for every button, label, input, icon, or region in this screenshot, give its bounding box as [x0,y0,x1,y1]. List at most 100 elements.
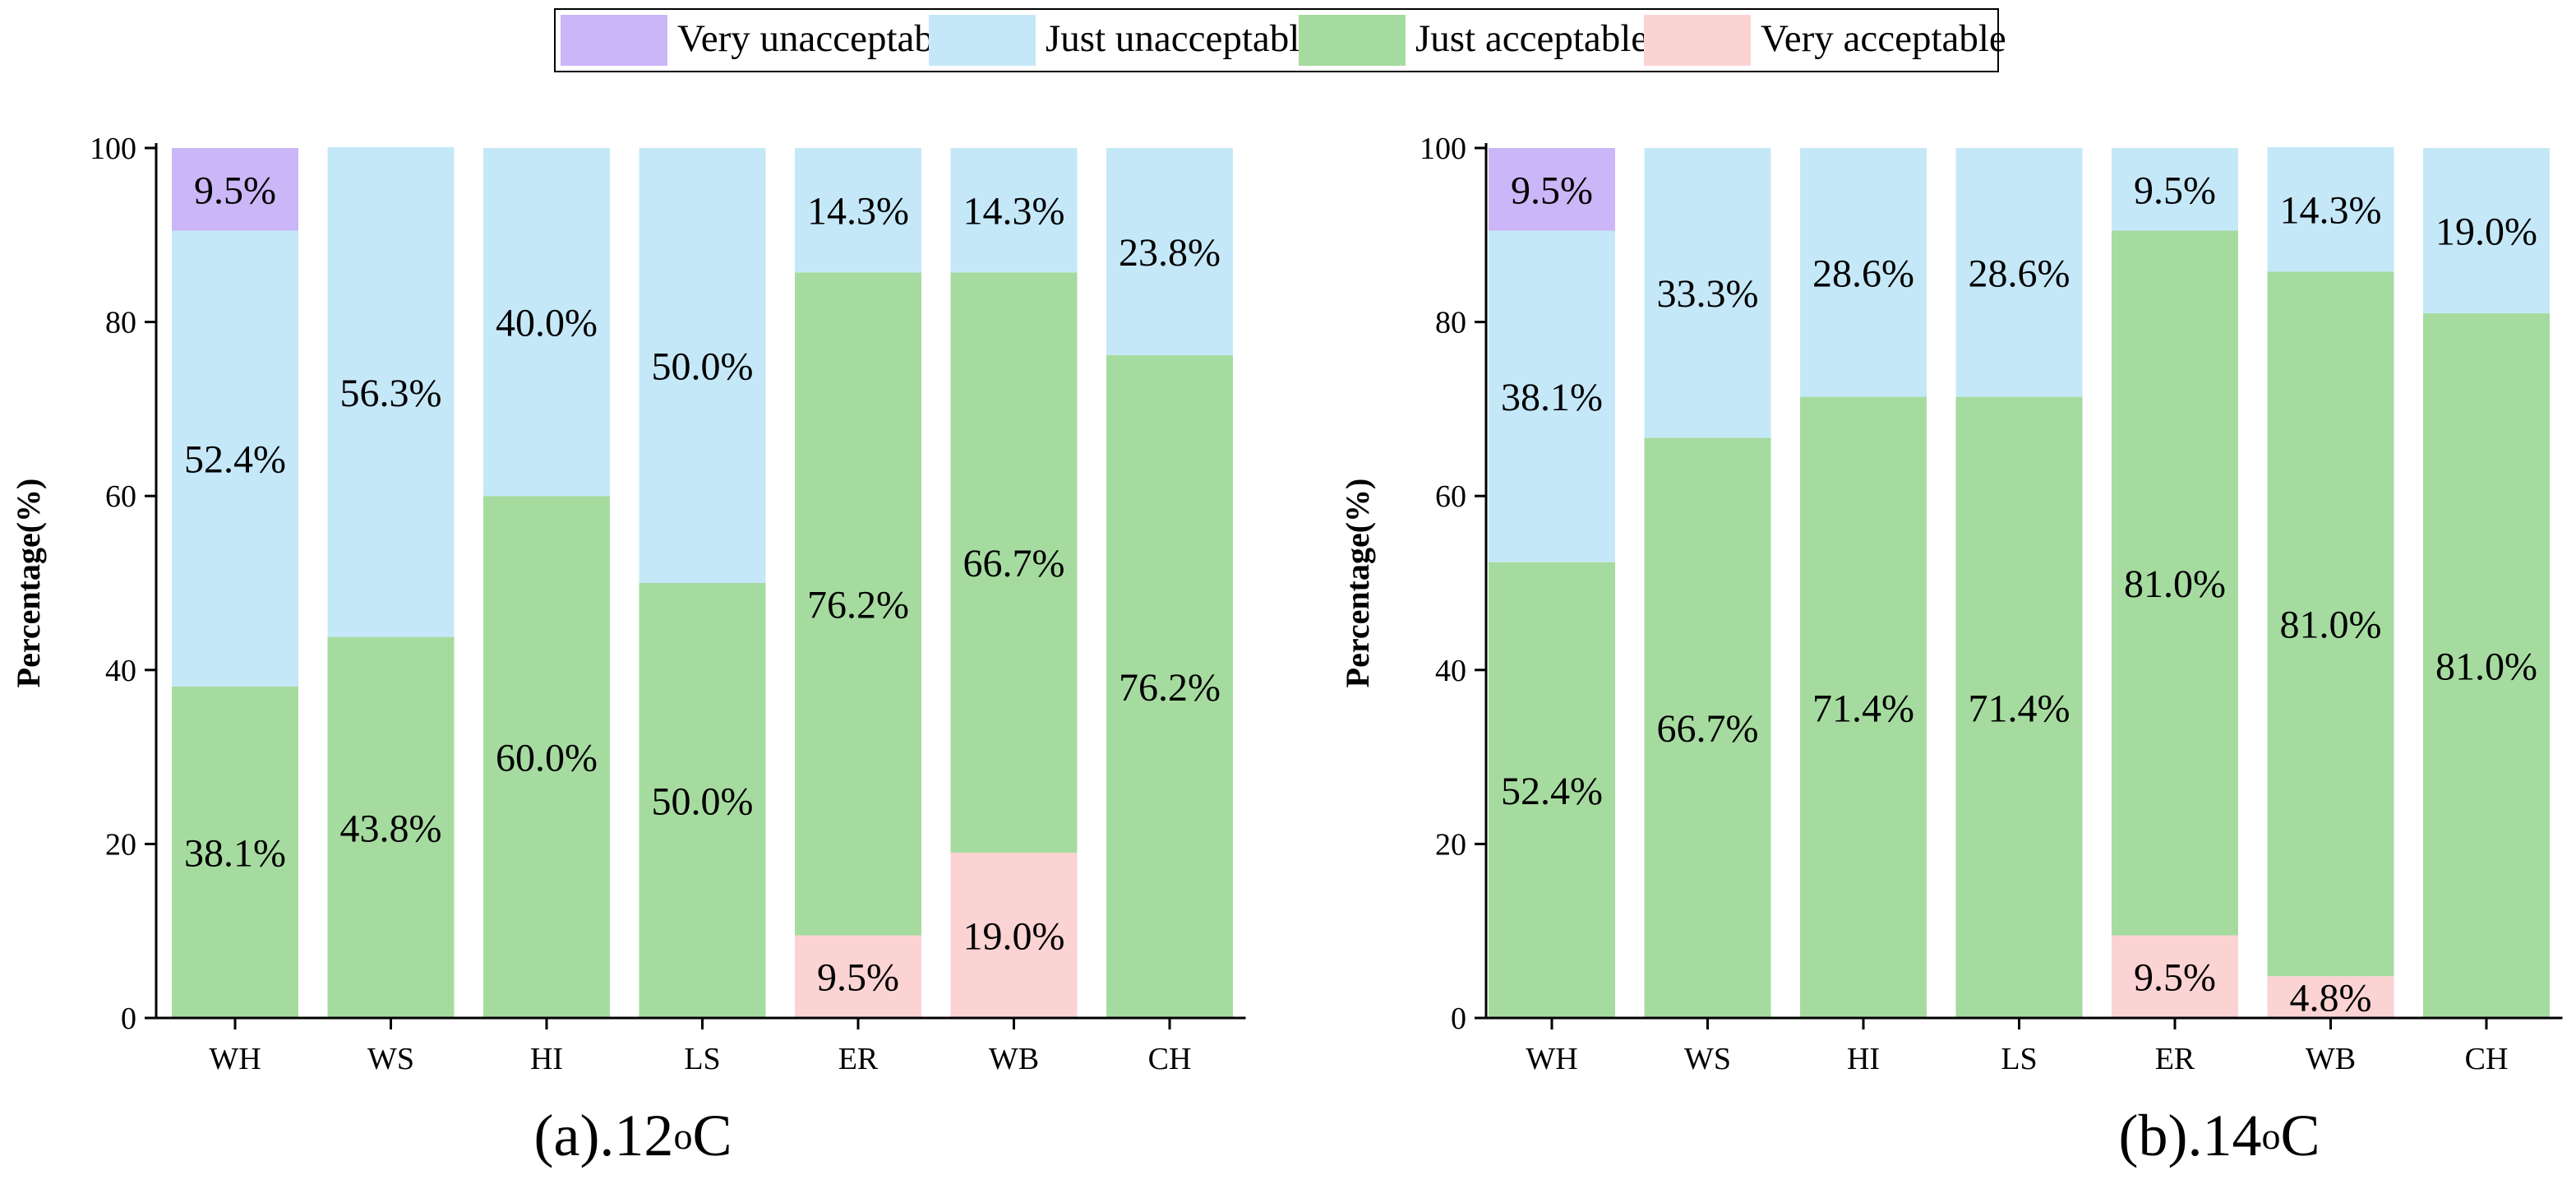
y-tick-label-80: 80 [105,306,136,340]
data-label-wb-just-acceptable: 81.0% [2280,604,2382,647]
y-tick-label-80: 80 [1435,306,1466,340]
bar-ws-just-acceptable [1644,437,1771,1018]
x-tick-label-er: ER [2155,1042,2195,1076]
bar-ch-just-unacceptable [1106,148,1233,355]
data-label-wh-just-acceptable: 52.4% [1501,770,1603,813]
x-tick-label-ws: WS [1684,1042,1731,1076]
x-tick-label-hi: HI [530,1042,563,1076]
caption-suffix: C [2280,1103,2320,1168]
data-label-ls-just-unacceptable: 28.6% [1969,252,2070,295]
bar-wh-just-unacceptable [172,230,298,687]
bar-er-just-acceptable [795,272,921,936]
x-tick-label-wh: WH [209,1042,261,1076]
y-tick-label-40: 40 [105,654,136,688]
data-label-hi-just-unacceptable: 40.0% [496,302,598,345]
bar-ws-just-unacceptable [1644,148,1771,438]
data-label-hi-just-acceptable: 71.4% [1812,687,1914,730]
data-label-ws-just-unacceptable: 56.3% [340,372,442,415]
bar-wh-just-acceptable [1489,562,1615,1018]
x-tick-label-ch: CH [1148,1042,1192,1076]
legend-swatch-very-acceptable [1644,15,1751,66]
data-label-wb-very-acceptable: 4.8% [2290,977,2372,1020]
data-label-er-just-acceptable: 81.0% [2124,562,2226,606]
bar-wb-very-acceptable [2267,976,2394,1018]
bar-ws-just-unacceptable [327,146,455,637]
data-label-wh-just-unacceptable: 52.4% [184,438,286,482]
x-tick-label-er: ER [838,1042,879,1076]
data-label-hi-just-unacceptable: 28.6% [1812,252,1914,295]
data-label-wb-just-unacceptable: 14.3% [2280,189,2382,233]
data-label-ws-just-acceptable: 43.8% [340,807,442,850]
data-label-wh-just-unacceptable: 38.1% [1501,376,1603,419]
chart-caption: (b).14oC [2119,1103,2320,1168]
bar-ch-just-acceptable [1106,354,1233,1019]
data-label-er-just-acceptable: 76.2% [807,583,909,627]
x-tick-label-wh: WH [1526,1042,1577,1076]
bar-wh-very-unacceptable [1489,148,1615,231]
bar-hi-just-unacceptable [1800,148,1927,397]
y-tick-label-60: 60 [105,479,136,514]
x-tick-label-ws: WS [367,1042,414,1076]
legend-label-just-acceptable: Just acceptable [1415,17,1649,60]
legend-label-just-unacceptable: Just unacceptable [1046,17,1318,60]
y-tick-label-0: 0 [1451,1002,1466,1036]
y-axis-title: Percentage(%) [10,479,47,688]
chart-caption: (a).12oC [534,1103,732,1168]
y-tick-label-40: 40 [1435,654,1466,688]
bar-wh-just-acceptable [172,686,298,1018]
y-tick-label-20: 20 [1435,827,1466,862]
data-label-er-just-unacceptable: 14.3% [807,190,909,234]
bar-wb-just-unacceptable [950,148,1078,273]
data-label-ws-just-acceptable: 66.7% [1657,707,1759,751]
y-tick-label-60: 60 [1435,479,1466,514]
bar-ws-just-acceptable [327,636,455,1018]
data-label-er-very-acceptable: 9.5% [817,956,899,1000]
bar-er-very-acceptable [795,935,921,1018]
y-axis-title: Percentage(%) [1339,479,1376,688]
caption-prefix: (b).14 [2119,1103,2262,1168]
bar-wb-just-unacceptable [2267,146,2394,272]
bar-er-very-acceptable [2112,935,2238,1018]
data-label-wh-very-unacceptable: 9.5% [194,169,276,212]
bar-er-just-acceptable [2112,230,2238,936]
chart-legend: Very unacceptable Just unacceptable Just… [554,8,2006,72]
caption-prefix: (a).12 [534,1103,674,1168]
data-label-ls-just-unacceptable: 50.0% [652,345,754,389]
data-label-ch-just-acceptable: 81.0% [2435,645,2537,689]
legend-swatch-just-acceptable [1299,15,1406,66]
data-label-ch-just-unacceptable: 23.8% [1119,231,1221,275]
x-tick-label-hi: HI [1847,1042,1880,1076]
x-tick-label-wb: WB [989,1042,1039,1076]
y-tick-label-100: 100 [90,132,136,166]
bar-wh-just-unacceptable [1489,230,1615,562]
bar-wb-very-acceptable [950,852,1078,1018]
data-label-wh-just-acceptable: 38.1% [184,831,286,875]
bar-hi-just-acceptable [483,496,610,1018]
bar-er-just-unacceptable [795,148,921,273]
bar-ch-just-unacceptable [2423,148,2550,314]
chart-panel-b: 52.4% 38.1% 9.5% WH 66.7% 33.3% WS 71.4% 28.6% HI… [1339,132,2563,1168]
bar-wb-just-acceptable [950,272,1078,853]
y-tick-label-100: 100 [1420,132,1466,166]
bar-ch-just-acceptable [2423,313,2550,1018]
x-tick-label-ls: LS [684,1042,720,1076]
caption-suffix: C [692,1103,732,1168]
data-label-er-very-acceptable: 9.5% [2134,956,2216,1000]
bar-wh-very-unacceptable [172,148,298,231]
data-label-wb-very-acceptable: 19.0% [963,914,1065,958]
legend-label-very-unacceptable: Very unacceptable [677,17,962,60]
bar-ls-just-acceptable [639,583,766,1018]
chart-panel-a: 38.1% 52.4% 9.5% WH 43.8% 56.3% WS 60.0% 40.0% HI… [10,132,1246,1168]
y-tick-label-0: 0 [121,1002,136,1036]
bar-hi-just-acceptable [1800,396,1927,1018]
bar-wb-just-acceptable [2267,271,2394,977]
data-label-ls-just-acceptable: 50.0% [652,780,754,824]
y-tick-label-20: 20 [105,827,136,862]
bar-ls-just-acceptable [1955,396,2083,1018]
x-tick-label-wb: WB [2306,1042,2356,1076]
bar-ls-just-unacceptable [1955,148,2083,397]
caption-degree-mark: o [673,1115,692,1157]
bar-er-just-unacceptable [2112,148,2238,231]
data-label-wh-very-unacceptable: 9.5% [1511,169,1593,212]
